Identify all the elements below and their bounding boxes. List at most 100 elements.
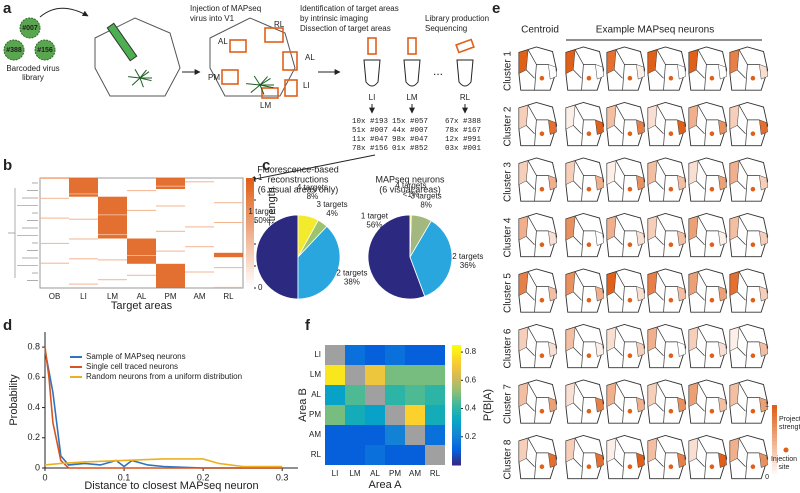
label: 1 [765,402,769,409]
brain-outline [647,434,687,480]
colorbar-step [246,260,254,264]
heatmap-cell [325,365,345,385]
brain-map [606,323,646,369]
label: Probability [8,374,20,426]
x-tick-label: LI [332,469,339,478]
colorbar-step [246,178,254,182]
projection-block [156,263,185,288]
neuron [131,77,141,86]
colorbar-step [452,441,461,445]
heatmap-cell [385,405,405,425]
brain-map [518,434,558,480]
colorbar-step [246,205,254,209]
x-tick-label: 0 [42,472,47,482]
label: Area A [368,479,402,491]
projection-patch [548,397,557,413]
area-label: LM [260,101,271,110]
projection-row [69,238,98,240]
brain-map [647,379,687,424]
y-tick-label: AL [311,390,321,399]
heatmap-cell [385,345,405,365]
colorbar-step [772,462,777,467]
injection-site [668,186,674,192]
colorbar-step [246,211,254,215]
area-border [614,105,637,146]
projection-patch [548,230,557,246]
projection-patch [595,230,604,246]
brain-outline [518,379,558,424]
brain-map [729,157,769,202]
legend-label: Sample of MAPseq neurons [86,352,186,361]
heatmap-cell [405,365,425,385]
heatmap-cell [425,405,445,425]
pie-title: Fluorescence-based [257,164,339,174]
y-tick-label: 0.8 [27,341,40,351]
syringe [106,22,138,62]
read: 12x #991 [445,136,482,144]
injection-site [709,297,715,303]
colorbar-step [452,387,461,391]
brain-map [518,46,558,91]
colorbar-step [452,423,461,427]
projection-row [40,217,69,219]
pie-slice [297,214,319,258]
colorbar-step [452,402,461,406]
label: Sequencing [425,24,467,33]
brain-map [647,101,687,147]
area-border [696,49,719,91]
colorbar-step [772,444,777,449]
legend-label: Random neurons from a uniform distributi… [86,372,242,381]
projection-patch [677,286,686,302]
projection-row [127,255,156,256]
brain-outline [606,434,646,480]
label: LM [406,93,417,102]
area-border [573,271,596,313]
projection-row [214,267,243,269]
barcode: #156 [37,47,53,54]
brain-outline [729,46,769,91]
pie-label: 1 target [361,211,389,220]
projection-row [156,185,185,187]
x-tick-label: LM [349,469,360,478]
pie-value-label: 50% [254,216,270,225]
colorbar-step [246,230,254,234]
pie-value-label: 36% [460,261,476,270]
projection-patch [548,286,557,302]
heatmap-cell [425,365,445,385]
projection-row [185,271,214,273]
injection-site [668,408,674,414]
dissected-area [221,69,239,85]
tube [456,59,474,87]
read: 01x #852 [392,145,428,153]
cluster-label: Cluster 7 [503,384,514,424]
colorbar-step [452,417,461,421]
injection-site [539,186,545,192]
brain-outline [565,379,605,424]
brain-outline [688,46,728,91]
projection-patch [677,64,686,80]
heatmap-cell [405,385,425,405]
colorbar-step [772,408,777,413]
read: 03x #001 [445,145,482,153]
pie-label: 4 targets [297,183,328,192]
colorbar-step [452,405,461,409]
brain-outline [518,268,558,313]
brain-outline [606,46,646,91]
injection-site [668,131,674,136]
area-border [737,216,760,257]
area-label: AL [218,37,228,46]
neuron [134,69,141,79]
colorbar-step [246,279,254,283]
brain-map [565,157,605,202]
injection-site [586,75,592,81]
pie-label: 4 targets [395,181,426,190]
colorbar-step [246,249,254,253]
x-tick-label: AL [370,469,380,478]
area-label: AL [305,53,315,62]
injection-site [750,131,756,136]
cluster-label: Cluster 6 [503,328,514,368]
injection-site [586,297,592,303]
colorbar-step [772,437,777,442]
area-border [737,160,760,202]
colorbar-tick-label: 0.6 [465,375,477,384]
